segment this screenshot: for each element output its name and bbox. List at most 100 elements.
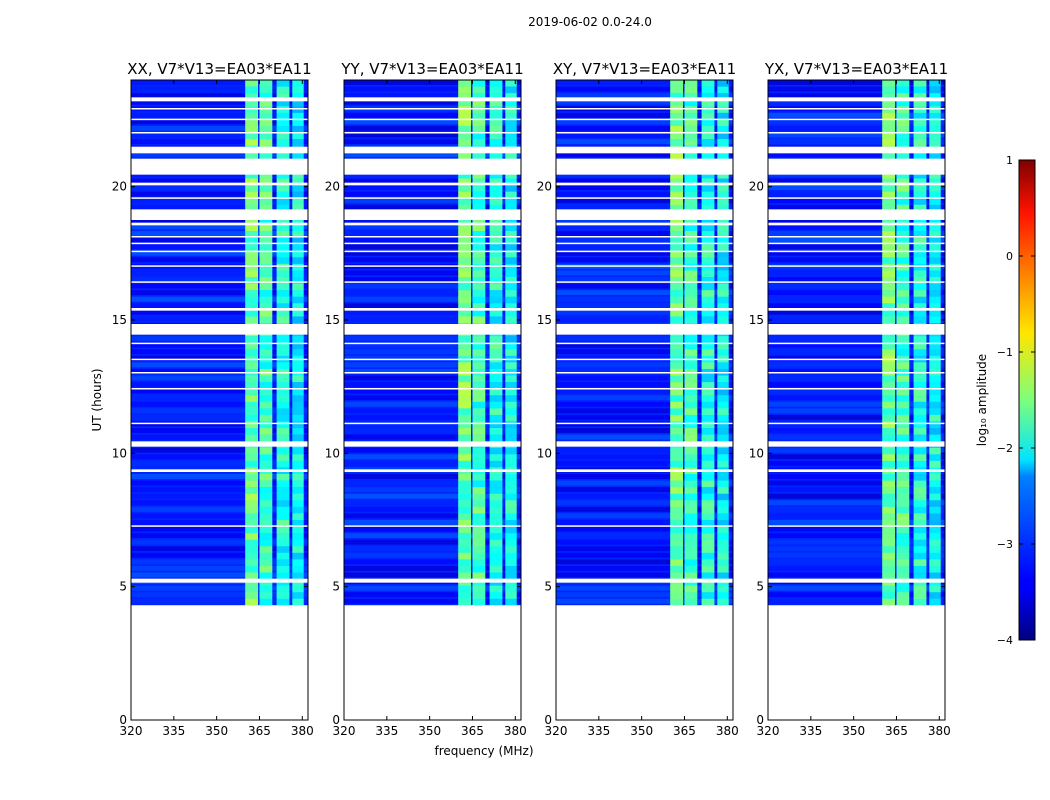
channel-cell — [929, 382, 941, 389]
channel-cell — [913, 178, 927, 186]
heatmap-row — [131, 139, 308, 145]
flagged-time — [131, 372, 308, 374]
channel-cell — [882, 401, 896, 409]
channel-cell — [276, 592, 290, 600]
flagged-time — [768, 265, 945, 267]
channel-cell — [472, 336, 486, 343]
flagged-time — [344, 422, 521, 425]
channel-cell — [896, 487, 910, 494]
flagged-time — [344, 388, 521, 390]
channel-cell — [505, 204, 517, 212]
channel-cell — [929, 231, 941, 238]
x-tick-label: 350 — [205, 724, 228, 738]
channel-cell — [882, 263, 896, 271]
colorbar-tick-label: −4 — [997, 634, 1013, 647]
heatmap-row — [556, 480, 733, 486]
channel-cell — [701, 198, 715, 206]
channel-cell — [913, 401, 927, 409]
heatmap-row — [556, 217, 733, 223]
channel-cell — [245, 237, 259, 245]
channel-cell — [259, 592, 273, 600]
channel-cell — [717, 125, 729, 133]
channel-cell — [701, 375, 715, 383]
heatmap-row — [344, 178, 521, 184]
channel-cell — [276, 185, 290, 192]
flagged-time — [556, 605, 733, 608]
channel-cell — [882, 342, 896, 350]
channel-cell — [929, 217, 941, 225]
y-tick-label: 15 — [537, 313, 552, 327]
channel-cell — [670, 572, 684, 580]
channel-cell — [913, 93, 927, 100]
colorbar: log₁₀ amplitude 10−1−2−3−4 — [975, 154, 1036, 647]
channel-cell — [276, 533, 290, 540]
channel-cell — [684, 572, 698, 580]
channel-cell — [701, 139, 715, 146]
channel-cell — [929, 546, 941, 554]
heatmap-row — [131, 185, 308, 190]
channel-cell — [505, 152, 517, 160]
heatmap-row — [344, 224, 521, 230]
channel-cell — [276, 270, 290, 278]
channel-cell — [929, 447, 941, 455]
axes-frame — [767, 79, 946, 721]
y-tick-label: 20 — [325, 180, 340, 194]
channel-cell — [292, 80, 304, 87]
channel-cell — [245, 447, 259, 455]
heatmap-row — [556, 362, 733, 368]
flagged-time — [556, 324, 733, 335]
channel-cell — [882, 106, 896, 114]
channel-cell — [505, 277, 517, 284]
channel-cell — [505, 99, 517, 107]
channel-cell — [717, 565, 729, 573]
channel-cell — [276, 80, 290, 87]
channel-cell — [505, 178, 517, 186]
heatmap-row — [344, 185, 521, 190]
channel-cell — [505, 316, 517, 324]
flagged-time — [556, 578, 733, 583]
channel-cell — [276, 198, 290, 206]
channel-cell — [292, 460, 304, 468]
channel-cell — [276, 447, 290, 455]
channel-cell — [259, 290, 273, 297]
y-tick-label: 0 — [544, 713, 552, 727]
channel-cell — [717, 296, 729, 304]
heatmap-row — [768, 303, 945, 309]
channel-cell — [896, 217, 910, 225]
channel-cell — [292, 474, 304, 481]
flagged-time — [131, 118, 308, 121]
channel-cell — [701, 592, 715, 600]
channel-cell — [684, 487, 698, 494]
channel-cell — [292, 106, 304, 114]
heatmap-row — [344, 592, 521, 598]
heatmap-row — [344, 355, 521, 361]
flagged-time — [768, 441, 945, 447]
heatmap-row — [556, 152, 733, 158]
heatmap-row — [768, 493, 945, 499]
channel-cell — [505, 106, 517, 114]
channel-cell — [701, 185, 715, 192]
channel-cell — [458, 106, 472, 114]
channel-cell — [929, 460, 941, 468]
channel-cell — [882, 152, 896, 160]
channel-cell — [701, 290, 715, 297]
heatmap-row — [131, 316, 308, 322]
channel-cell — [505, 296, 517, 304]
heatmap-row — [768, 204, 945, 210]
channel-cell — [684, 552, 698, 560]
flagged-time — [131, 281, 308, 283]
channel-cell — [701, 480, 715, 488]
channel-cell — [292, 309, 304, 317]
flagged-time — [556, 388, 733, 390]
y-tick-label: 15 — [112, 313, 127, 327]
heatmap-row — [344, 395, 521, 401]
heatmap-row — [768, 336, 945, 342]
channel-cell — [717, 224, 729, 232]
channel-cell — [505, 112, 517, 120]
channel-cell — [276, 559, 290, 567]
channel-cell — [701, 395, 715, 403]
channel-cell — [245, 454, 259, 462]
channel-cell — [292, 99, 304, 107]
channel-cell — [472, 171, 486, 179]
channel-cell — [929, 237, 941, 245]
